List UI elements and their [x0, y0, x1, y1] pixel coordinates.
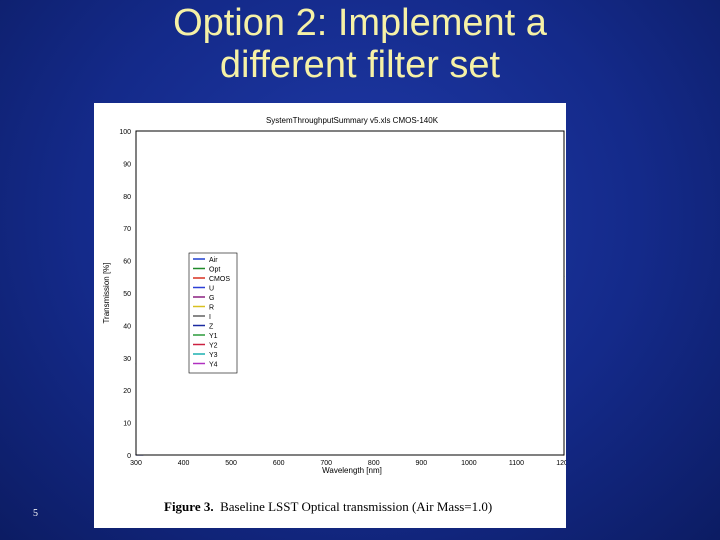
legend-entry: Air [209, 257, 218, 264]
x-tick-label: 700 [320, 460, 332, 467]
slide-title-line-1: Option 2: Implement a [173, 2, 547, 44]
chart-title: SystemThroughputSummary v5.xls CMOS-140K [266, 116, 439, 125]
y-tick-label: 40 [123, 323, 131, 330]
x-tick-label: 800 [368, 460, 380, 467]
figure-caption: Figure 3. Baseline LSST Optical transmis… [164, 499, 544, 515]
x-tick-label: 600 [273, 460, 285, 467]
y-tick-label: 90 [123, 161, 131, 168]
legend-box [188, 252, 238, 374]
legend-entry: Y1 [209, 333, 218, 340]
figure-caption-text: Baseline LSST Optical transmission (Air … [220, 499, 493, 514]
legend-entry: R [209, 305, 214, 312]
figure-caption-label: Figure 3. [164, 499, 214, 514]
legend-entry: Opt [209, 267, 220, 274]
y-tick-label: 30 [123, 356, 131, 363]
y-tick-label: 100 [119, 129, 131, 136]
legend-entry: U [209, 286, 214, 293]
x-tick-label: 300 [130, 460, 142, 467]
legend-entry: Z [209, 324, 214, 331]
y-tick-label: 0 [127, 453, 131, 460]
y-tick-label: 20 [123, 388, 131, 395]
y-tick-label: 80 [123, 194, 131, 201]
x-tick-label: 1100 [509, 460, 524, 467]
legend-entry: Y2 [209, 343, 218, 350]
legend-entry: G [209, 295, 214, 302]
y-tick-label: 50 [123, 291, 131, 298]
slide-number: 5 [33, 508, 38, 519]
x-axis-label: Wavelength [nm] [322, 466, 382, 475]
y-axis-label: Transmission [%] [102, 262, 111, 323]
x-tick-label: 900 [415, 460, 427, 467]
legend-entry: Y4 [209, 362, 218, 369]
legend-entry: I [209, 314, 211, 321]
slide-title-line-2: different filter set [219, 44, 501, 86]
x-tick-label: 1000 [461, 460, 477, 467]
y-tick-label: 10 [123, 421, 131, 428]
slide-title: Option 2: Implement a different filter s… [0, 0, 720, 86]
y-tick-label: 60 [123, 259, 131, 266]
legend-entry: CMOS [209, 276, 230, 283]
x-tick-label: 500 [225, 460, 237, 467]
y-tick-label: 70 [123, 226, 131, 233]
legend-entry: Y3 [209, 352, 218, 359]
x-tick-label: 400 [178, 460, 190, 467]
